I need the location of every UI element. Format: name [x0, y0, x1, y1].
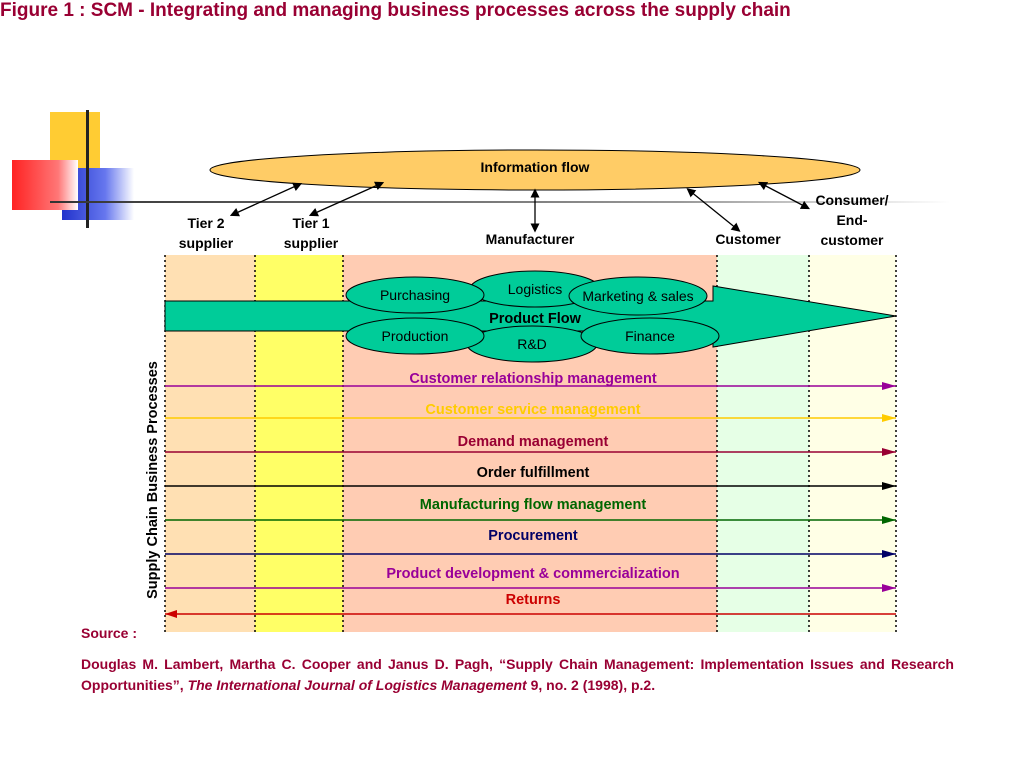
process-label: Customer relationship management	[409, 371, 657, 387]
vertical-rule-decoration	[86, 110, 89, 228]
consumer-end-customer-label: Consumer/End-customer	[815, 192, 889, 248]
supply-chain-processes-label: Supply Chain Business Processes	[145, 361, 161, 599]
process-label: Order fulfillment	[476, 465, 590, 481]
process-lines	[165, 382, 896, 618]
marketing-oval	[568, 276, 708, 316]
process-label: Manufacturing flow management	[419, 497, 647, 513]
finance-oval	[580, 317, 720, 355]
information-links	[229, 181, 811, 233]
process-label: Product development & commercialization	[386, 566, 680, 582]
process-arrowhead	[882, 382, 896, 390]
purchasing-oval	[345, 276, 485, 314]
tier1-supplier-label: Tier 1 supplier	[283, 215, 339, 251]
tier2-supplier-label: Tier 2 supplier	[178, 215, 234, 251]
journal-title: The International Journal of Logistics M…	[187, 677, 527, 693]
purchasing-label: Purchasing	[379, 287, 451, 303]
process-label: Customer service management	[425, 402, 641, 418]
production-label: Production	[381, 328, 449, 344]
production-oval	[345, 317, 485, 355]
customer-label: Customer	[715, 231, 781, 247]
process-label: Procurement	[488, 528, 578, 544]
manufacturer-label: Manufacturer	[485, 231, 575, 247]
marketing-sales-label: Marketing & sales	[582, 288, 694, 304]
logistics-label: Logistics	[507, 281, 563, 297]
horizontal-rule-decoration	[50, 201, 950, 203]
process-arrowhead	[165, 610, 177, 618]
process-arrowhead	[882, 414, 896, 422]
product-flow-label: Product Flow	[489, 311, 581, 327]
process-arrowhead	[882, 516, 896, 524]
process-arrowhead	[882, 482, 896, 490]
process-arrowhead	[882, 550, 896, 558]
information-flow-label: Information flow	[480, 159, 590, 175]
finance-label: Finance	[625, 328, 675, 344]
process-label: Returns	[505, 592, 561, 608]
process-arrowhead	[882, 584, 896, 592]
source-label: Source :	[81, 625, 138, 641]
figure-title: Figure 1 : SCM - Integrating and managin…	[0, 0, 791, 21]
process-label: Demand management	[457, 434, 609, 450]
process-arrowhead	[882, 448, 896, 456]
rnd-label: R&D	[517, 336, 547, 352]
citation: Douglas M. Lambert, Martha C. Cooper and…	[81, 656, 954, 693]
function-ovals	[345, 270, 720, 363]
